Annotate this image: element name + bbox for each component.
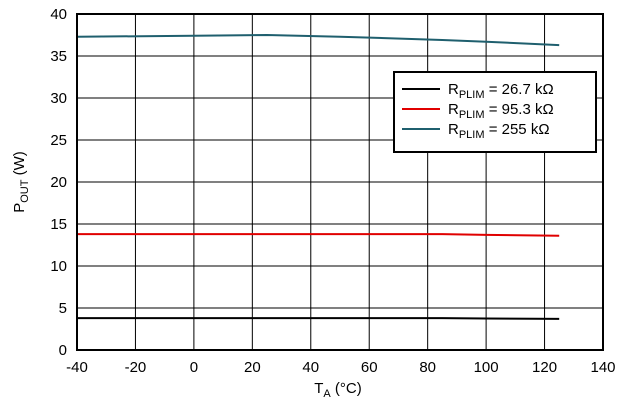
series-line-2 bbox=[76, 33, 560, 47]
y-tick-label: 0 bbox=[59, 342, 67, 359]
y-tick-label: 20 bbox=[50, 174, 67, 191]
x-tick-label: 100 bbox=[474, 359, 499, 376]
y-tick-label: 25 bbox=[50, 132, 67, 149]
y-tick-labels: 0 5 10 15 20 25 30 35 40 bbox=[50, 6, 67, 359]
x-tick-labels: -40 -20 0 20 40 60 80 100 120 140 bbox=[66, 359, 615, 376]
x-tick-label: -40 bbox=[66, 359, 88, 376]
y-tick-label: 15 bbox=[50, 216, 67, 233]
y-axis-label-main: P bbox=[11, 203, 28, 213]
x-tick-label: -20 bbox=[125, 359, 147, 376]
x-tick-label: 120 bbox=[532, 359, 557, 376]
y-tick-label: 30 bbox=[50, 90, 67, 107]
x-tick-label: 140 bbox=[590, 359, 615, 376]
x-tick-label: 60 bbox=[361, 359, 378, 376]
y-tick-label: 10 bbox=[50, 258, 67, 275]
legend-label-rest: = 255 kΩ bbox=[485, 121, 550, 138]
legend-label-sub: PLIM bbox=[459, 129, 485, 141]
y-axis-label-sub: OUT bbox=[19, 179, 31, 203]
legend-label-sub: PLIM bbox=[459, 109, 485, 121]
legend-box bbox=[393, 71, 597, 153]
legend-label: RPLIM = 255 kΩ bbox=[448, 121, 550, 141]
x-tick-label: 40 bbox=[302, 359, 319, 376]
series-line-1 bbox=[77, 233, 560, 237]
legend-label-rest: = 26.7 kΩ bbox=[485, 81, 554, 98]
legend-label-main: R bbox=[448, 121, 459, 138]
x-axis-label-main: T bbox=[314, 380, 323, 397]
y-tick-label: 35 bbox=[50, 48, 67, 65]
legend-label-rest: = 95.3 kΩ bbox=[485, 101, 554, 118]
legend-label: RPLIM = 95.3 kΩ bbox=[448, 101, 554, 121]
legend-label-main: R bbox=[448, 101, 459, 118]
x-axis-label-sub: A bbox=[323, 388, 331, 400]
y-axis-label: POUT (W) bbox=[11, 151, 31, 213]
legend-label: RPLIM = 26.7 kΩ bbox=[448, 81, 554, 101]
x-tick-label: 0 bbox=[190, 359, 198, 376]
legend-label-main: R bbox=[448, 81, 459, 98]
y-tick-label: 40 bbox=[50, 6, 67, 23]
x-tick-label: 20 bbox=[244, 359, 261, 376]
series-line-0 bbox=[77, 317, 560, 320]
plot-frame bbox=[76, 13, 604, 351]
x-axis-label-rest: (°C) bbox=[331, 380, 362, 397]
y-axis-label-rest: (W) bbox=[11, 151, 28, 179]
series-lines bbox=[76, 33, 560, 320]
legend-label-sub: PLIM bbox=[459, 89, 485, 101]
x-tick-label: 80 bbox=[419, 359, 436, 376]
x-axis-label: TA (°C) bbox=[314, 380, 362, 400]
y-tick-label: 5 bbox=[59, 300, 67, 317]
grid bbox=[77, 14, 603, 350]
